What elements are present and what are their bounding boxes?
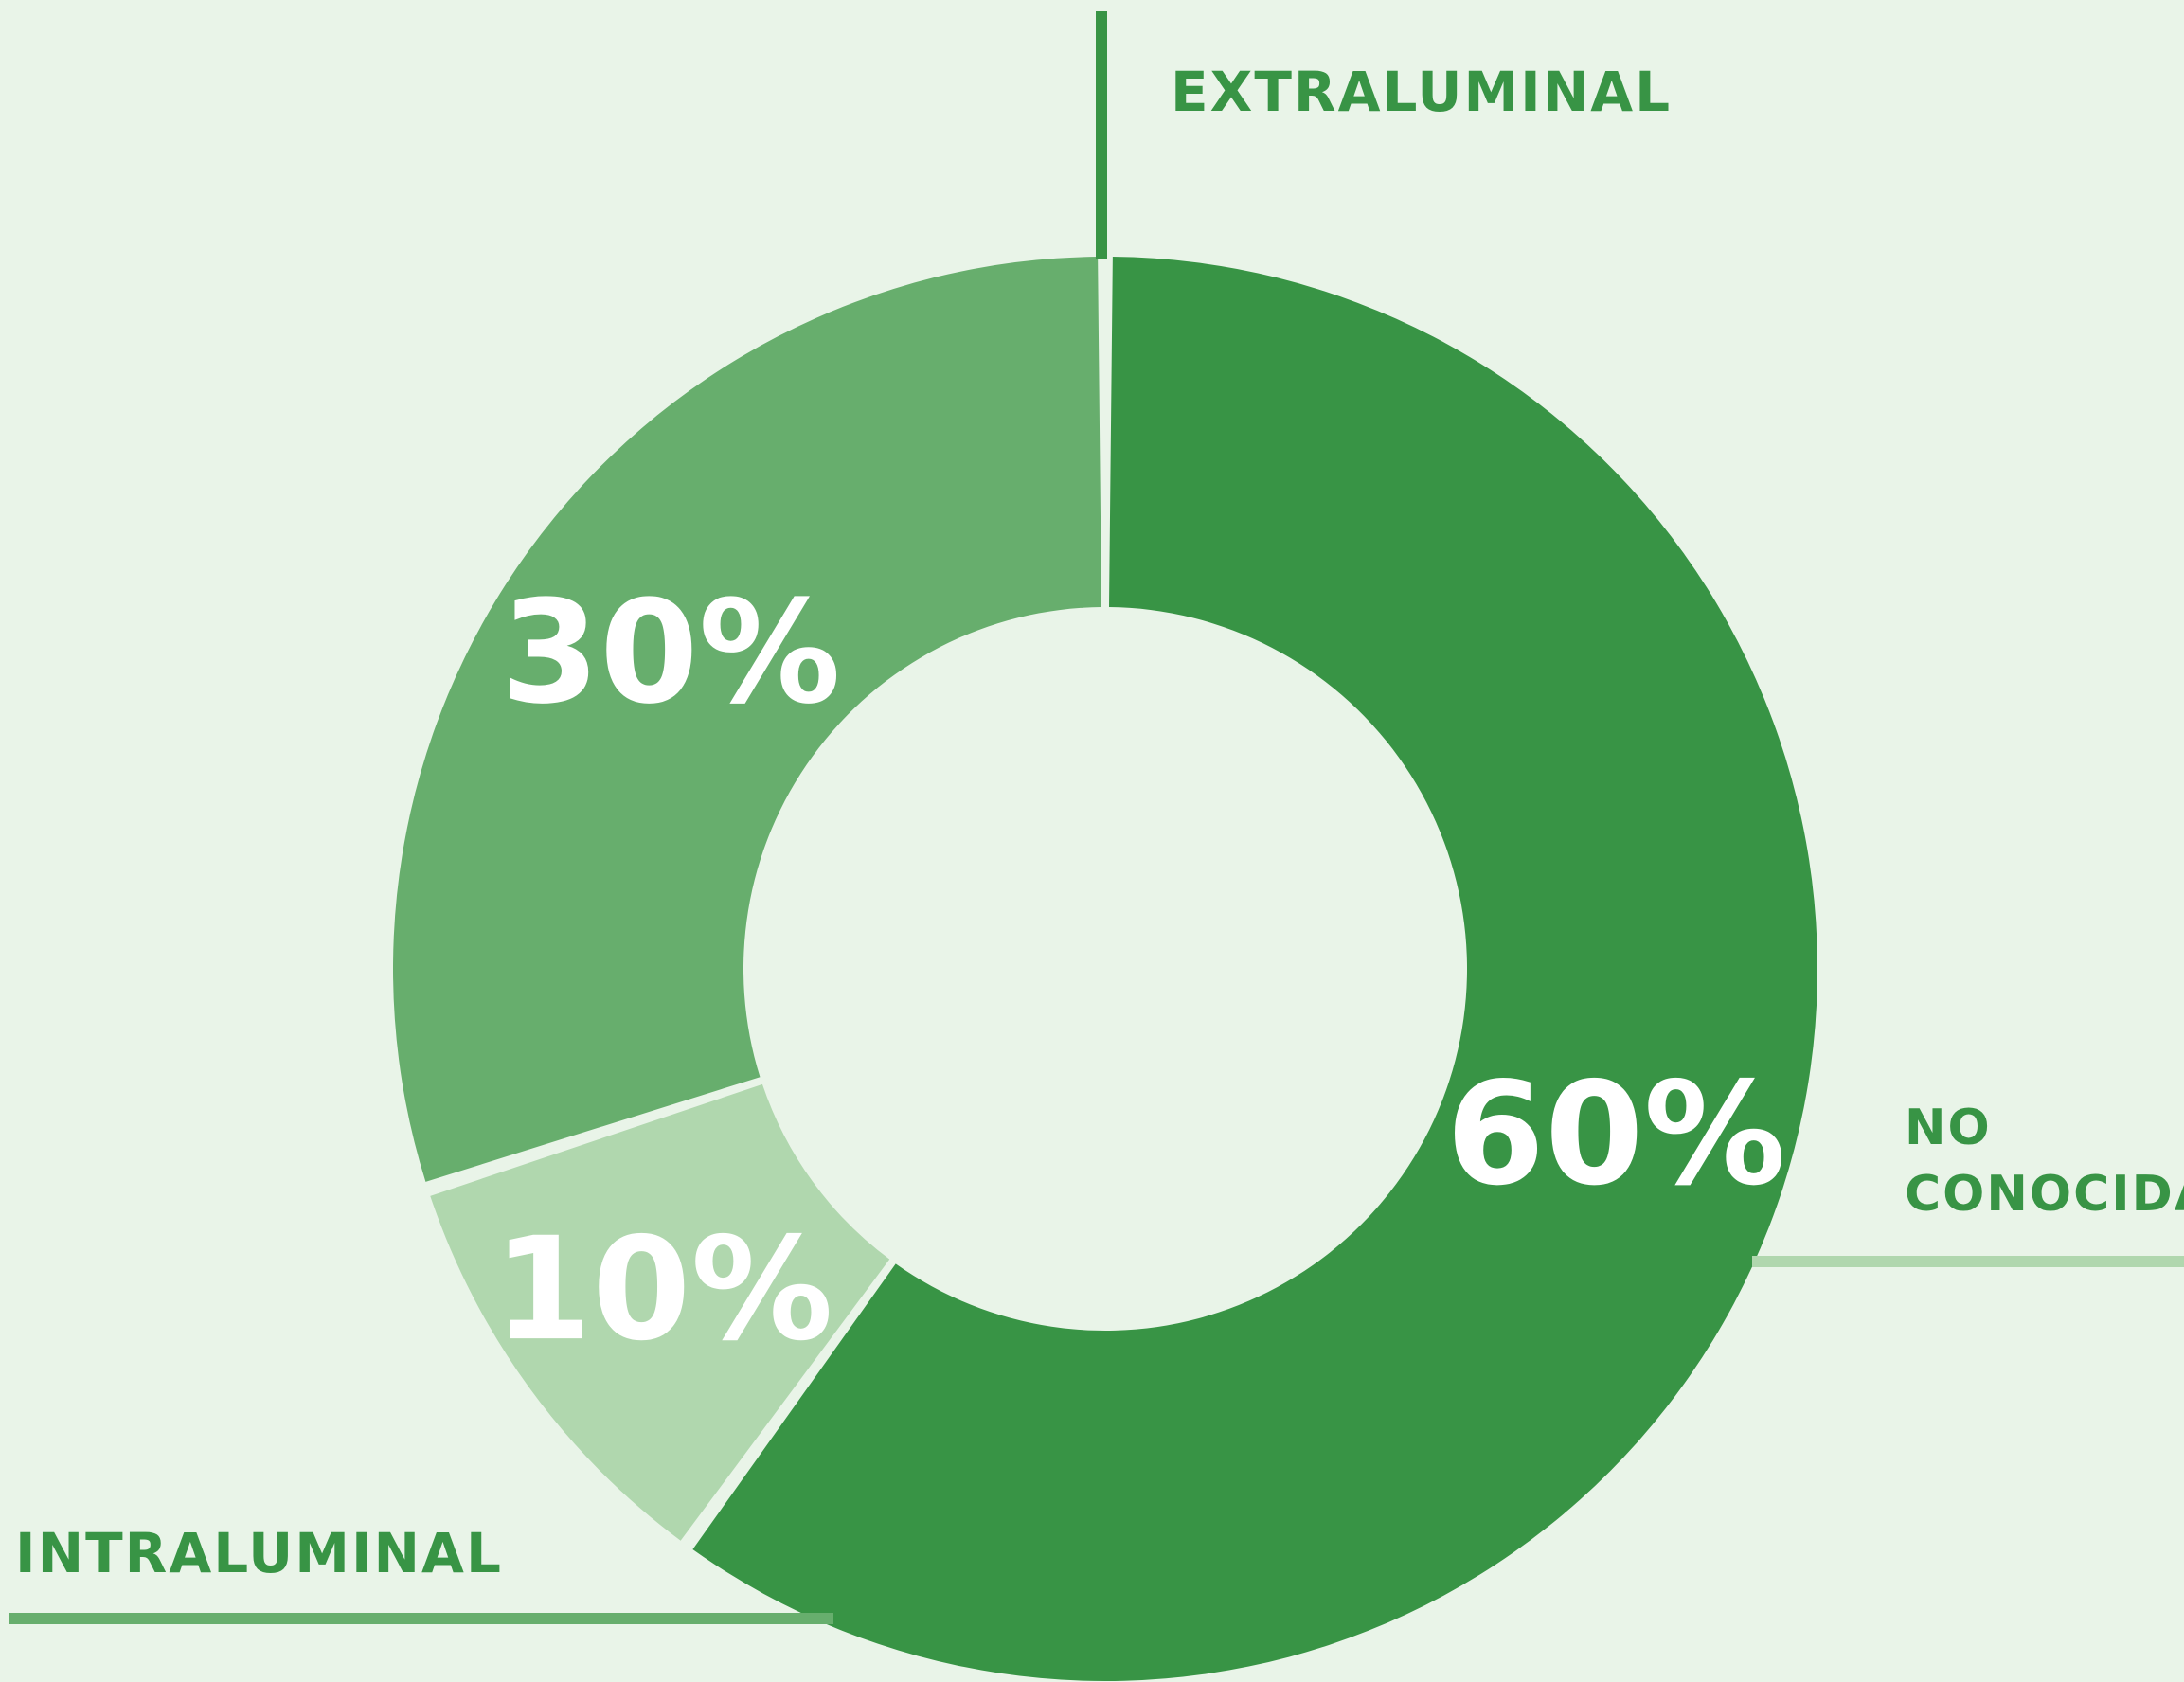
leader-lines [9,11,2184,1624]
percent-label-intraluminal: 30% [501,571,841,736]
category-label-no-conocida-line2: CONOCIDA [1905,1166,2184,1223]
donut-slices [393,257,1818,1681]
percent-label-no-conocida: 10% [493,1208,833,1372]
slice-no-conocida [430,1083,890,1541]
percent-labels: 60% 10% 30% [493,571,1786,1372]
category-label-intraluminal: INTRALUMINAL [15,1521,503,1585]
percent-label-extraluminal: 60% [1446,1052,1786,1217]
category-label-extraluminal: EXTRALUMINAL [1171,60,1672,124]
slice-intraluminal [393,257,1101,1182]
slice-extraluminal [692,257,1818,1681]
category-label-no-conocida-line1: NO [1905,1100,1992,1156]
